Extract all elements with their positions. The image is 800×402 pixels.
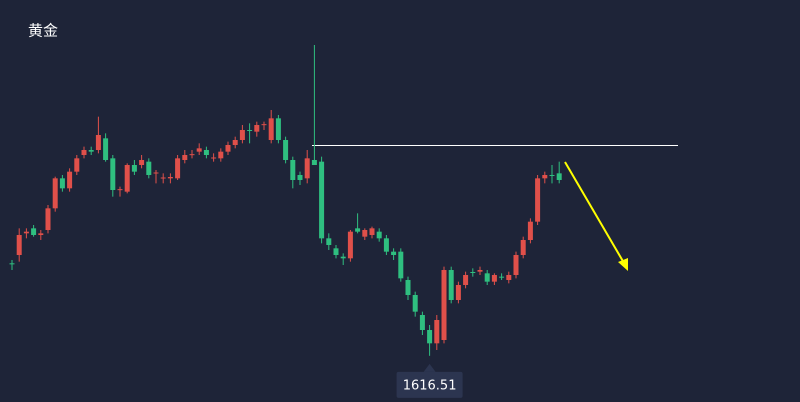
candle-body <box>455 285 461 300</box>
candle-body <box>434 320 440 344</box>
candle-body <box>369 228 375 235</box>
candle-body <box>203 150 209 155</box>
candle-body <box>520 240 526 255</box>
candle-body <box>556 173 562 180</box>
candle-body <box>470 272 476 273</box>
candle-body <box>506 275 512 280</box>
candle-body <box>23 231 29 234</box>
label-box <box>396 371 463 398</box>
candle-body <box>52 178 58 209</box>
candle-body <box>275 118 281 140</box>
candle-body <box>391 251 397 255</box>
candle-body <box>254 125 260 132</box>
candle-body <box>139 160 145 165</box>
candle-body <box>513 255 519 275</box>
chart-title: 黄金 <box>28 22 58 40</box>
candle-body <box>182 155 188 160</box>
candle-body <box>304 158 310 179</box>
candle-body <box>535 178 541 222</box>
candle-body <box>59 178 65 189</box>
candle-body <box>261 124 267 126</box>
candle-body <box>319 161 325 239</box>
candle-body <box>283 140 289 160</box>
candle-body <box>74 158 80 172</box>
candle-body <box>196 148 202 152</box>
candle-body <box>405 280 411 295</box>
candle-body <box>398 251 404 279</box>
low-price-label: 1616.51 <box>403 378 457 393</box>
candle-body <box>542 175 548 179</box>
candle-body <box>311 160 317 165</box>
candle-body <box>175 158 181 179</box>
candle-body <box>499 276 505 278</box>
candle-body <box>117 189 123 191</box>
candle-body <box>448 270 454 300</box>
candle-body <box>549 175 555 176</box>
candle-body <box>131 165 137 172</box>
candle-body <box>376 231 382 239</box>
candle-body <box>297 175 303 180</box>
candle-body <box>189 154 195 156</box>
candle-body <box>153 172 159 174</box>
candle-body <box>340 256 346 259</box>
label-pointer <box>423 363 436 372</box>
candle-body <box>484 273 490 282</box>
candle-body <box>110 158 116 190</box>
candle-body <box>463 275 469 285</box>
candle-body <box>16 235 22 255</box>
arrow-head <box>618 258 628 271</box>
candle-body <box>81 150 87 155</box>
candle-body <box>412 295 418 312</box>
candles <box>9 45 562 356</box>
candle-body <box>211 157 217 159</box>
candle-body <box>290 160 296 180</box>
candle-body <box>218 151 224 159</box>
candle-body <box>268 118 274 140</box>
candle-body <box>383 238 389 252</box>
candle-body <box>167 177 173 179</box>
candle-body <box>146 161 152 175</box>
candle-body <box>247 130 253 131</box>
candle-body <box>477 270 483 272</box>
candle-body <box>347 231 353 259</box>
low-label: 1616.51 <box>396 363 463 398</box>
candle-body <box>441 270 447 340</box>
candle-body <box>38 233 44 235</box>
candle-body <box>527 221 533 240</box>
candle-body <box>88 150 94 152</box>
candle-body <box>239 130 245 140</box>
candle-body <box>326 238 332 245</box>
candle-body <box>419 315 425 330</box>
candle-body <box>95 135 101 150</box>
candle-body <box>232 140 238 145</box>
candle-body <box>31 228 37 235</box>
candle-body <box>427 330 433 344</box>
candle-body <box>355 228 361 232</box>
candle-body <box>67 171 73 189</box>
candle-body <box>491 275 497 282</box>
candle-body <box>45 208 51 230</box>
candle-body <box>362 230 368 237</box>
candle-body <box>160 177 166 179</box>
candle-body <box>103 138 109 160</box>
candle-body <box>333 248 339 255</box>
candle-body <box>9 263 15 265</box>
candle-body <box>124 165 130 192</box>
candle-body <box>225 145 231 152</box>
trend-arrow <box>564 161 625 264</box>
